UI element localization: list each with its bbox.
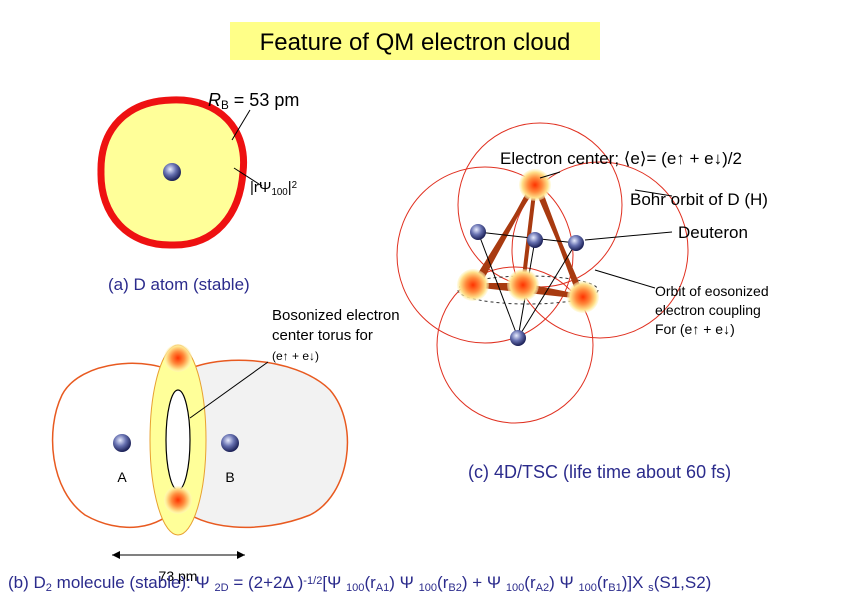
orbit-label: For (e↑ + e↓) — [655, 321, 735, 337]
orbit — [511, 161, 689, 339]
text-part: (r — [597, 573, 609, 592]
superscript: 2 — [292, 180, 297, 191]
formula: (b) D2 molecule (stable): Ψ 2D = (2+2Δ )… — [8, 573, 711, 594]
text-part: molecule (stable): Ψ — [52, 573, 215, 592]
electron — [519, 169, 551, 201]
density-label: |rΨ100|2 — [250, 179, 297, 198]
subscript: 100 — [578, 582, 596, 594]
electron — [567, 281, 599, 313]
panel-a: RB = 53 pm |rΨ100|2 (a) D atom (stable) — [97, 90, 299, 294]
orbit — [436, 266, 594, 424]
text-part: ) + Ψ — [462, 573, 506, 592]
torus-label: Bosonized electron — [272, 307, 400, 324]
electron — [507, 269, 539, 301]
orbit-label: Orbit of eosonized — [655, 283, 769, 299]
text-part: (r — [364, 573, 376, 592]
nucleus-label: A — [117, 469, 127, 485]
subscript: 2 — [46, 582, 52, 594]
leader — [231, 109, 251, 141]
text-part: )]X — [622, 573, 648, 592]
nucleus — [510, 330, 526, 346]
electron — [164, 486, 192, 514]
distance: 73 pm — [159, 568, 198, 584]
text-part: ) Ψ — [389, 573, 418, 592]
subscript: B2 — [448, 582, 462, 594]
subscript: s — [648, 582, 654, 594]
text-part: | — [250, 179, 254, 196]
subscript: B — [221, 99, 229, 112]
nucleus — [163, 163, 181, 181]
title: Feature of QM electron cloud — [260, 29, 571, 56]
subscript: B1 — [608, 582, 622, 594]
text-part: (r — [437, 573, 449, 592]
deuteron-label: Deuteron — [678, 223, 748, 242]
orbit — [396, 166, 574, 344]
subscript: A1 — [376, 582, 390, 594]
nucleus — [470, 224, 486, 240]
nucleus — [568, 235, 584, 251]
torus-label: center torus for — [272, 327, 373, 344]
panel-c — [396, 122, 689, 424]
caption: (c) 4D/TSC (life time about 60 fs) — [468, 462, 731, 482]
text-part: = 53 pm — [229, 90, 300, 110]
electron — [164, 344, 192, 372]
nucleus — [113, 434, 131, 452]
text-part: rΨ — [254, 179, 272, 196]
subscript: A2 — [536, 582, 550, 594]
subscript: 100 — [506, 582, 524, 594]
nucleus-label: B — [225, 469, 234, 485]
text-part: ) Ψ — [549, 573, 578, 592]
subscript: 100 — [419, 582, 437, 594]
text-part: (r — [524, 573, 536, 592]
orbit-label: electron coupling — [655, 302, 761, 318]
subscript: 100 — [346, 582, 364, 594]
text-part: R — [208, 90, 221, 110]
bohr-orbit-label: Bohr orbit of D (H) — [630, 190, 768, 209]
cloud-right — [177, 359, 349, 529]
nucleus — [221, 434, 239, 452]
caption: (a) D atom (stable) — [108, 275, 250, 294]
title-box — [230, 22, 600, 60]
radius-label: RB = 53 pm — [208, 90, 299, 112]
orbit — [457, 122, 623, 288]
superscript: -1/2 — [303, 575, 322, 587]
spin-label: (e↑ + e↓) — [272, 349, 319, 363]
electron — [457, 269, 489, 301]
text-part: = (2+2Δ ) — [229, 573, 304, 592]
text-part: | — [288, 179, 292, 196]
leader — [233, 167, 263, 187]
text-part: [Ψ — [322, 573, 346, 592]
leaders — [539, 171, 673, 289]
electron-center-label: Electron center; ⟨e⟩= (e↑ + e↓)/2 — [500, 149, 742, 168]
leader — [189, 361, 269, 419]
subscript: 100 — [271, 187, 288, 198]
text-part: (b) D — [8, 573, 46, 592]
torus-hole — [165, 389, 191, 491]
subscript: 2D — [214, 582, 228, 594]
panel-b: A B 73 pm Bosonized electron center toru… — [51, 307, 400, 584]
text-part: (S1,S2) — [654, 573, 712, 592]
nucleus — [527, 232, 543, 248]
